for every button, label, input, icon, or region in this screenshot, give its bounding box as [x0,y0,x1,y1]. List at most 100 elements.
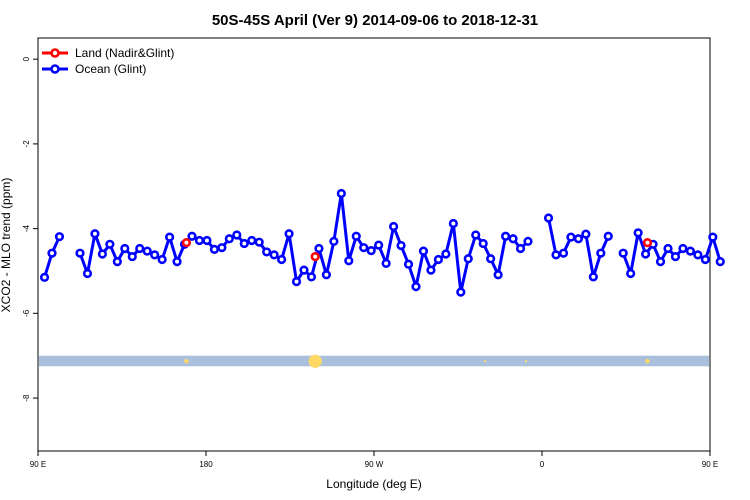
data-point [396,240,406,251]
data-point [478,238,488,249]
y-tick-label: -8 [22,394,31,402]
data-point [291,276,302,287]
data-point [224,234,234,244]
data-point [344,256,354,266]
data-point [135,243,145,254]
data-point [426,265,436,275]
data-point [105,239,115,249]
data-point [603,231,613,241]
data-point [566,232,576,242]
data-point [314,243,324,254]
x-axis: 90 E 180 90 W 0 90 E [30,451,718,469]
data-point [181,237,191,248]
data-point [217,243,227,253]
data-point [558,248,569,258]
data-point [471,230,481,240]
data-point [97,249,107,259]
data-point [708,232,718,242]
series-line [78,191,530,294]
y-tick-label: 0 [22,56,31,61]
series-ocean [39,188,725,297]
data-point [493,270,503,280]
data-point [262,247,272,257]
series-layer [39,188,725,297]
data-point [165,232,175,242]
data-point [112,257,122,267]
series-land [181,237,653,262]
data-point [543,213,554,223]
data-point [441,249,451,259]
data-point [381,258,391,268]
y-tick-label: -2 [22,140,31,148]
data-point [655,257,666,267]
y-axis-label: XCO2 - MLO trend (ppm) [0,178,13,313]
data-point [157,254,167,265]
series-line [621,231,722,276]
data-point [150,250,160,260]
legend-marker [50,64,60,74]
land-band [39,355,709,367]
data-point [310,251,320,262]
data-point [82,268,93,279]
data-point [693,250,703,260]
data-point [508,234,518,244]
data-point [284,229,294,239]
data-point [336,188,346,199]
x-tick-label: 90 E [702,460,718,469]
data-point [581,229,591,239]
data-point [90,229,100,239]
data-point [366,246,376,256]
data-point [47,248,57,258]
data-point [403,259,414,269]
data-point [433,254,444,265]
data-point [321,270,332,280]
data-point [194,235,205,246]
data-point [523,236,533,246]
data-point [685,246,696,256]
land-marker-0 [184,358,189,364]
land-marker-1 [308,354,322,368]
data-point [187,231,197,241]
data-point [127,251,137,262]
data-point [515,243,526,254]
data-point [411,282,421,292]
x-tick-label: 90 W [365,460,384,469]
data-point [501,231,511,241]
data-point [374,240,384,250]
legend: Land (Nadir&Glint) Ocean (Glint) [42,46,174,76]
data-point [678,243,688,254]
data-point [486,254,496,264]
y-tick-label: -4 [22,225,31,233]
land-marker-2 [483,360,487,363]
data-point [359,243,369,253]
data-point [247,235,257,246]
data-point [670,251,681,262]
data-point [254,237,264,247]
data-point [596,248,606,258]
data-point [239,238,249,249]
data-point [54,232,65,242]
land-marker-3 [525,360,528,363]
data-point [306,272,317,282]
data-point [269,250,279,260]
data-point [448,218,458,229]
data-point [351,231,361,241]
x-tick-label: 180 [199,460,213,469]
data-point [551,250,561,260]
data-point [75,248,85,258]
data-point [456,287,466,297]
x-axis-label: Longitude (deg E) [326,477,421,491]
data-point [232,230,242,240]
data-point [329,236,339,246]
data-point [715,257,725,267]
data-point [633,228,643,238]
data-point [120,243,130,254]
data-point [618,248,628,258]
legend-label: Ocean (Glint) [75,62,146,76]
data-point [700,254,710,265]
chart-title: 50S-45S April (Ver 9) 2014-09-06 to 2018… [212,12,538,29]
series-line [547,217,610,279]
land-markers [184,354,650,368]
data-point [39,272,50,282]
